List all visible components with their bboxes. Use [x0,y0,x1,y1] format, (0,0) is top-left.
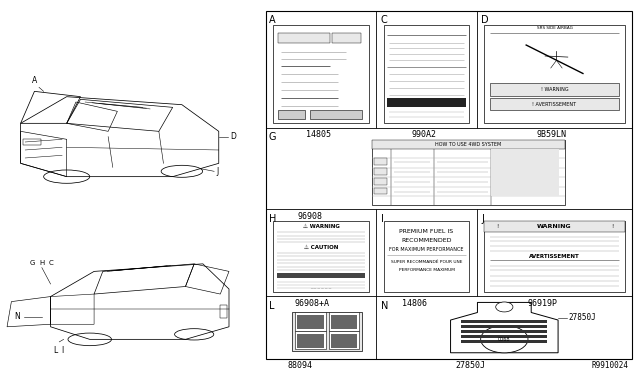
Text: FOR MAXIMUM PERFORMANCE: FOR MAXIMUM PERFORMANCE [389,247,464,252]
Text: RECOMMENDED: RECOMMENDED [401,238,452,243]
Text: !: ! [611,224,613,229]
Text: 88094: 88094 [287,361,312,370]
Bar [266,11,632,359]
Text: 9B59LN: 9B59LN [537,130,566,139]
Bar [484,221,625,232]
Bar [372,140,565,205]
Bar [273,25,369,123]
Text: H: H [40,260,45,266]
Text: G: G [30,260,35,266]
Text: ! WARNING: ! WARNING [541,87,568,92]
Text: H: H [269,214,276,224]
Bar [387,98,466,106]
Bar [484,221,625,292]
Text: PREMIUM FUEL IS: PREMIUM FUEL IS [399,229,454,234]
Text: G: G [269,132,276,142]
Text: !: ! [496,224,498,229]
Bar [374,158,387,165]
Bar [461,340,547,343]
Text: A: A [32,76,37,85]
Bar [461,335,547,338]
Text: AVERTISSEMENT: AVERTISSEMENT [529,254,580,259]
Text: 96919P: 96919P [528,299,557,308]
Circle shape [496,302,513,312]
Text: I: I [381,214,383,224]
Text: I: I [61,346,64,355]
Bar [374,168,387,175]
Text: N: N [14,312,20,321]
Bar [277,273,365,278]
Bar [295,331,326,349]
Text: 990A2: 990A2 [411,130,436,139]
Bar [490,83,619,96]
Bar [329,331,360,349]
Bar [374,188,387,194]
Bar [332,33,361,42]
Bar [295,312,326,330]
Text: ─ ─ ─ ─ ─ ─: ─ ─ ─ ─ ─ ─ [310,287,332,291]
Bar [331,315,357,329]
Text: J: J [216,167,219,176]
Bar [298,334,324,348]
Bar [329,312,360,330]
Text: 14805: 14805 [306,130,332,139]
Text: SRS SIDE AIRBAG: SRS SIDE AIRBAG [536,26,573,30]
Text: HOW TO USE 4WD SYSTEM: HOW TO USE 4WD SYSTEM [435,142,501,147]
Text: 0068: 0068 [498,337,511,341]
Bar [374,178,387,185]
Bar [23,140,42,145]
Bar [490,98,619,110]
Text: PERFORMANCE MAXIMUM: PERFORMANCE MAXIMUM [399,269,454,272]
Bar [220,305,227,318]
Text: 14806: 14806 [402,299,428,308]
Bar [461,330,547,333]
Text: ! AVERTISSEMENT: ! AVERTISSEMENT [532,102,577,106]
Bar [384,25,469,123]
Text: ⚠ WARNING: ⚠ WARNING [303,224,339,229]
Bar [278,110,305,119]
Text: L: L [53,346,57,355]
Text: C: C [381,15,388,25]
Text: WARNING: WARNING [537,224,572,229]
Text: L: L [269,301,275,311]
Text: J: J [481,214,484,224]
Text: SUPER RECOMMANDÉ POUR UNE: SUPER RECOMMANDÉ POUR UNE [391,260,462,264]
Text: A: A [269,15,275,25]
Text: ⚠ CAUTION: ⚠ CAUTION [304,245,338,250]
Bar [292,312,362,351]
Text: 27850J: 27850J [569,313,596,322]
Text: 96908: 96908 [298,212,323,221]
Text: N: N [381,301,388,311]
Text: D: D [230,132,236,141]
Bar [484,25,625,123]
Circle shape [481,326,528,353]
Text: 96908+A: 96908+A [295,299,330,308]
Bar [461,325,547,328]
Bar [372,140,565,149]
Text: C: C [49,260,53,266]
Bar [298,315,324,329]
Text: D: D [481,15,489,25]
Bar [273,221,369,292]
Bar [310,110,362,119]
Bar [331,334,357,348]
Bar [461,320,547,323]
Bar [492,149,559,196]
Bar [278,33,330,42]
Text: 27850J: 27850J [456,361,485,370]
Bar [384,221,469,292]
Text: R9910024: R9910024 [591,361,628,370]
